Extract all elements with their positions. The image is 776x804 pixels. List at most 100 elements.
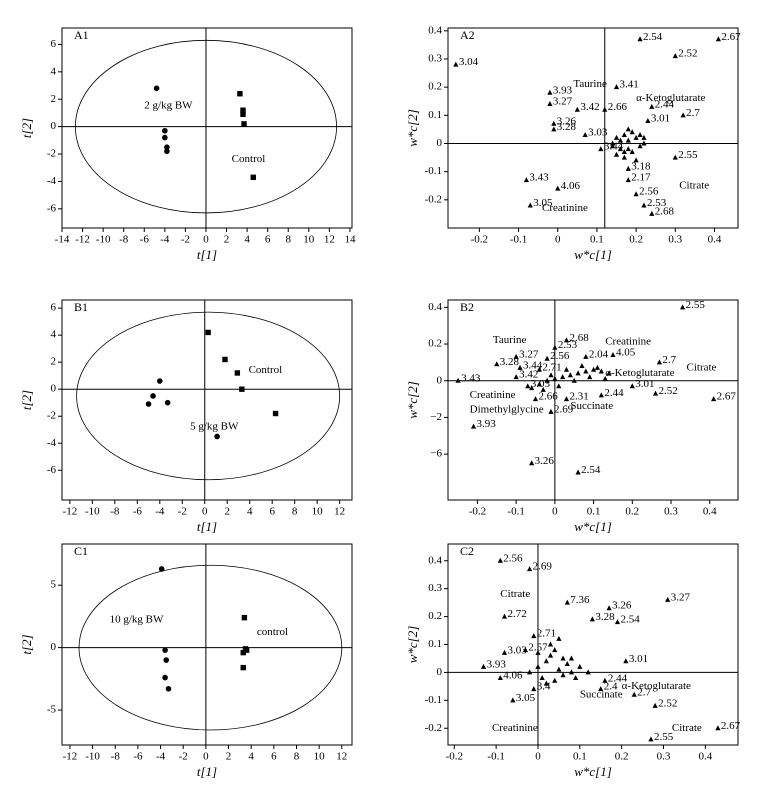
point (250, 174, 256, 181)
point (637, 36, 643, 42)
point (240, 111, 246, 118)
point (150, 393, 156, 399)
point-label: 3.04 (459, 56, 479, 68)
point (613, 134, 620, 140)
point (641, 202, 647, 208)
point (237, 91, 243, 97)
point (517, 364, 523, 370)
point (594, 364, 601, 370)
annotation: Creatinine (605, 336, 651, 348)
point (153, 85, 160, 92)
point-label: 3.93 (477, 418, 497, 430)
point-label: 2.67 (721, 31, 741, 43)
point (501, 613, 508, 619)
point (648, 736, 654, 742)
point (563, 366, 570, 372)
x-tick-label: 6 (265, 234, 271, 246)
y-axis-label: w*c[2] (405, 626, 420, 664)
x-tick-label: -2 (179, 751, 188, 763)
point (535, 663, 541, 669)
point (583, 368, 589, 374)
annotation: α-Ketoglutarate (605, 367, 674, 379)
point (243, 647, 250, 653)
point (571, 377, 577, 383)
x-axis-label: w*c[1] (574, 764, 612, 779)
y-tick-label: 0.3 (428, 582, 442, 594)
point (711, 396, 717, 402)
point (527, 566, 533, 572)
y-tick-label: -5 (47, 704, 57, 716)
panel-label: A1 (74, 28, 89, 42)
annotation: Citrate (500, 588, 530, 600)
y-tick-label: 5 (51, 579, 57, 591)
x-tick-label: 4 (248, 751, 254, 763)
point-label: 3.27 (519, 348, 539, 360)
point (641, 140, 647, 146)
annotation: Succinate (580, 688, 623, 700)
plot-frame (61, 543, 353, 746)
point-label: 2.55 (654, 731, 674, 743)
point-label: 2.54 (643, 31, 663, 43)
point-label: 2.68 (569, 332, 589, 344)
x-tick-label: 0.4 (703, 506, 717, 518)
x-tick-label: -14 (55, 234, 70, 246)
point (598, 686, 604, 692)
point-label: 2.55 (686, 299, 706, 311)
panel: B1 -12 -10 -8 -6 -4 -2 0 2 4 6 8 10 12 -6 -4 -2 0 2 4 6 t[1] t… (19, 299, 353, 534)
point-label: 3.28 (595, 611, 615, 623)
y-tick-label: 0.2 (428, 338, 442, 350)
point (606, 605, 612, 611)
panel-label: C1 (74, 544, 88, 558)
x-axis-label: w*c[1] (574, 247, 612, 262)
point-label: 3.26 (557, 115, 577, 127)
point (529, 460, 535, 466)
point (156, 378, 163, 384)
annotation: Control (232, 153, 266, 165)
x-tick-label: 4 (244, 234, 250, 246)
x-tick-label: -6 (140, 234, 150, 246)
point (522, 647, 529, 653)
point-label: 2.55 (678, 149, 698, 161)
point-label: 2.54 (620, 614, 640, 626)
x-tick-label: -12 (63, 506, 78, 518)
point (602, 375, 608, 381)
point (162, 134, 168, 141)
point (715, 725, 721, 731)
x-tick-label: 12 (334, 506, 345, 518)
point-label: 3.43 (529, 172, 549, 184)
plot-frame (447, 299, 739, 501)
point-label: 3.27 (553, 96, 573, 108)
panel: C1 -12 -10 -8 -6 -4 -2 0 2 4 6 8 10 12 -5 0 5 t[1] t[2] 10 … (19, 543, 353, 779)
point (623, 658, 629, 664)
x-tick-label: 0.4 (698, 751, 712, 763)
x-tick-label: 0 (552, 506, 558, 518)
point-label: 2.52 (659, 385, 678, 397)
x-tick-label: -4 (160, 234, 170, 246)
point (613, 84, 620, 90)
point-label: 3.4 (537, 681, 551, 693)
point (552, 677, 558, 683)
point (513, 374, 519, 380)
point-label: 2.69 (533, 561, 553, 573)
x-tick-label: 0 (535, 751, 541, 763)
y-axis-label: t[2] (19, 390, 34, 410)
annotation: control (257, 626, 288, 638)
y-tick-label: 0.3 (428, 53, 442, 65)
confidence-ellipse (78, 564, 343, 731)
point (641, 134, 647, 140)
point (637, 143, 643, 149)
point-label: 2.53 (558, 339, 578, 351)
x-tick-label: -12 (75, 234, 90, 246)
y-tick-label: 0.4 (428, 24, 442, 36)
y-tick-label: 0 (437, 374, 443, 386)
point (582, 132, 588, 138)
point (567, 372, 573, 378)
point-label: 3.93 (553, 84, 573, 96)
point (510, 697, 516, 703)
point (552, 647, 558, 653)
point-label: 2.72 (507, 608, 526, 620)
point (551, 126, 557, 132)
point (629, 148, 635, 154)
point (497, 557, 503, 563)
point (272, 410, 279, 417)
